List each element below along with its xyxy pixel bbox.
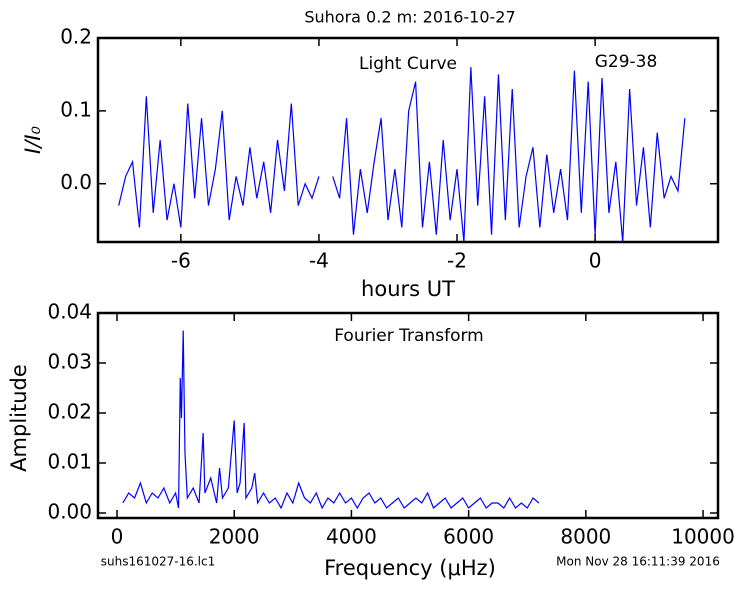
x-tick-label: 0	[111, 525, 124, 549]
y-tick-label: 0.2	[60, 25, 92, 49]
y-tick-label: 0.01	[47, 450, 92, 474]
y-axis-label: I/I₀	[21, 125, 45, 153]
x-axis-label: hours UT	[361, 277, 455, 301]
x-tick-label: 10000	[671, 525, 735, 549]
y-tick-label: 0.1	[60, 97, 92, 121]
annotation: G29-38	[595, 52, 658, 72]
y-tick-label: 0.00	[47, 500, 92, 524]
footer: suhs161027-16.lc1	[101, 555, 216, 569]
footer: Mon Nov 28 16:11:39 2016	[556, 555, 720, 569]
x-tick-label: -2	[447, 249, 467, 273]
y-tick-label: 0.04	[47, 300, 92, 324]
x-tick-label: -4	[309, 249, 329, 273]
x-tick-label: 2000	[209, 525, 260, 549]
x-tick-label: 6000	[443, 525, 494, 549]
plot-frame	[96, 311, 720, 520]
x-tick-label: -6	[171, 249, 191, 273]
annotation: Light Curve	[359, 54, 457, 74]
annotation: Fourier Transform	[334, 326, 483, 346]
x-tick-label: 0	[589, 249, 602, 273]
chart-title: Suhora 0.2 m: 2016-10-27	[304, 8, 515, 27]
plot-frame	[96, 36, 720, 244]
data-line	[122, 330, 540, 510]
x-tick-label: 4000	[326, 525, 377, 549]
y-tick-label: 0.0	[60, 170, 92, 194]
y-tick-label: 0.02	[47, 400, 92, 424]
y-axis-label: Amplitude	[7, 364, 31, 472]
data-line	[118, 67, 686, 243]
x-axis-label: Frequency (μHz)	[324, 556, 496, 580]
y-tick-label: 0.03	[47, 350, 92, 374]
x-tick-label: 8000	[560, 525, 611, 549]
